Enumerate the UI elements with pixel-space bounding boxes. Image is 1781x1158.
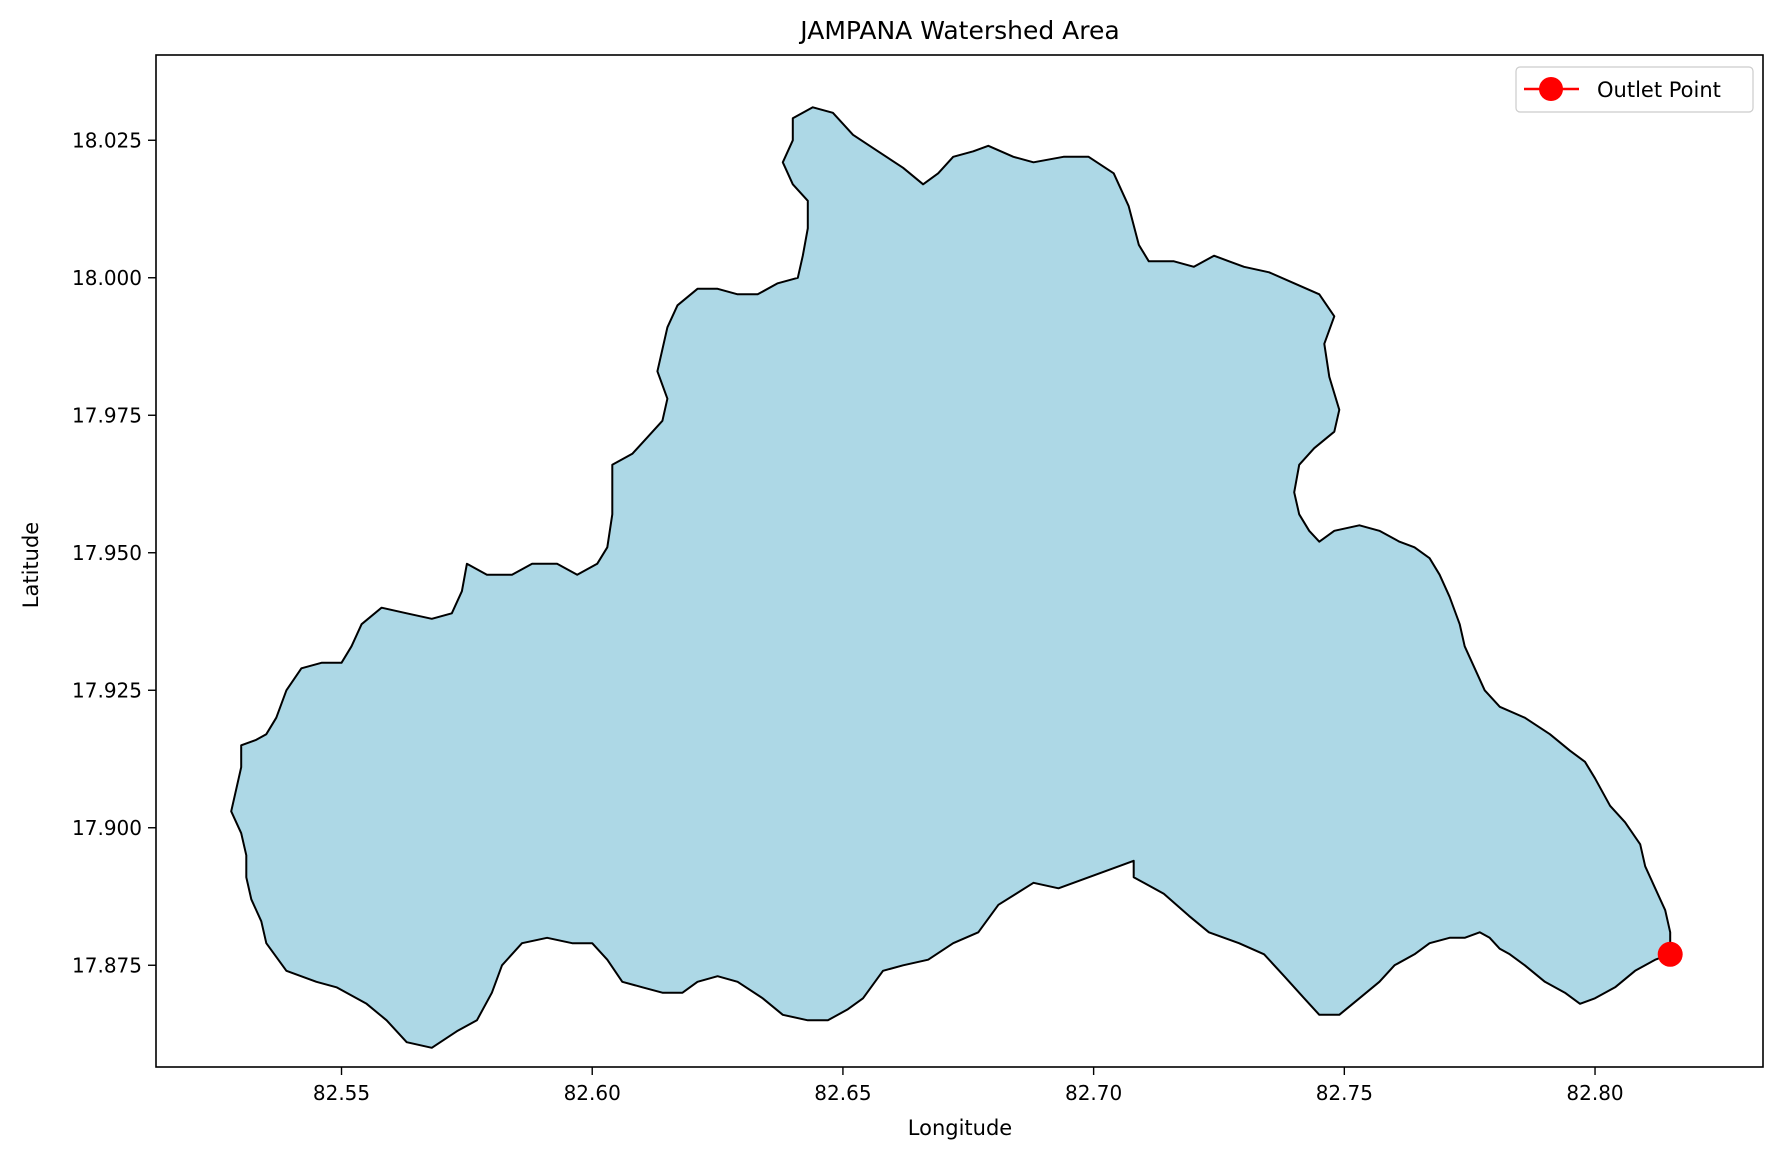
x-tick-label: 82.55	[313, 1081, 370, 1105]
y-axis: 17.875 17.900 17.925 17.950 17.975 18.000 18.0…	[72, 128, 156, 977]
x-tick-label: 82.70	[1065, 1081, 1122, 1105]
x-tick-label: 82.80	[1566, 1081, 1623, 1105]
x-tick-label: 82.65	[814, 1081, 871, 1105]
x-axis: 82.55 82.60 82.65 82.70 82.75 82.80	[313, 1067, 1624, 1105]
legend-box	[1515, 66, 1754, 113]
plot-area	[230, 106, 1683, 1049]
legend-label: Outlet Point	[1597, 78, 1721, 102]
x-tick-label: 82.75	[1316, 1081, 1373, 1105]
legend-marker	[1539, 77, 1563, 101]
y-tick-label: 18.025	[72, 128, 142, 152]
y-axis-label: Latitude	[19, 522, 43, 608]
y-tick-label: 17.900	[72, 816, 142, 840]
y-tick-label: 18.000	[72, 266, 142, 290]
x-axis-label: Longitude	[908, 1116, 1012, 1140]
y-tick-label: 17.950	[72, 541, 142, 565]
y-tick-label: 17.975	[72, 403, 142, 427]
plot-frame	[155, 54, 1764, 1068]
y-tick-label: 17.875	[72, 953, 142, 977]
legend: Outlet Point	[1515, 66, 1754, 113]
x-tick-label: 82.60	[564, 1081, 621, 1105]
outlet-point-marker	[1657, 941, 1683, 967]
chart-title: JAMPANA Watershed Area	[798, 16, 1119, 45]
watershed-polygon	[230, 106, 1672, 1049]
y-tick-label: 17.925	[72, 678, 142, 702]
